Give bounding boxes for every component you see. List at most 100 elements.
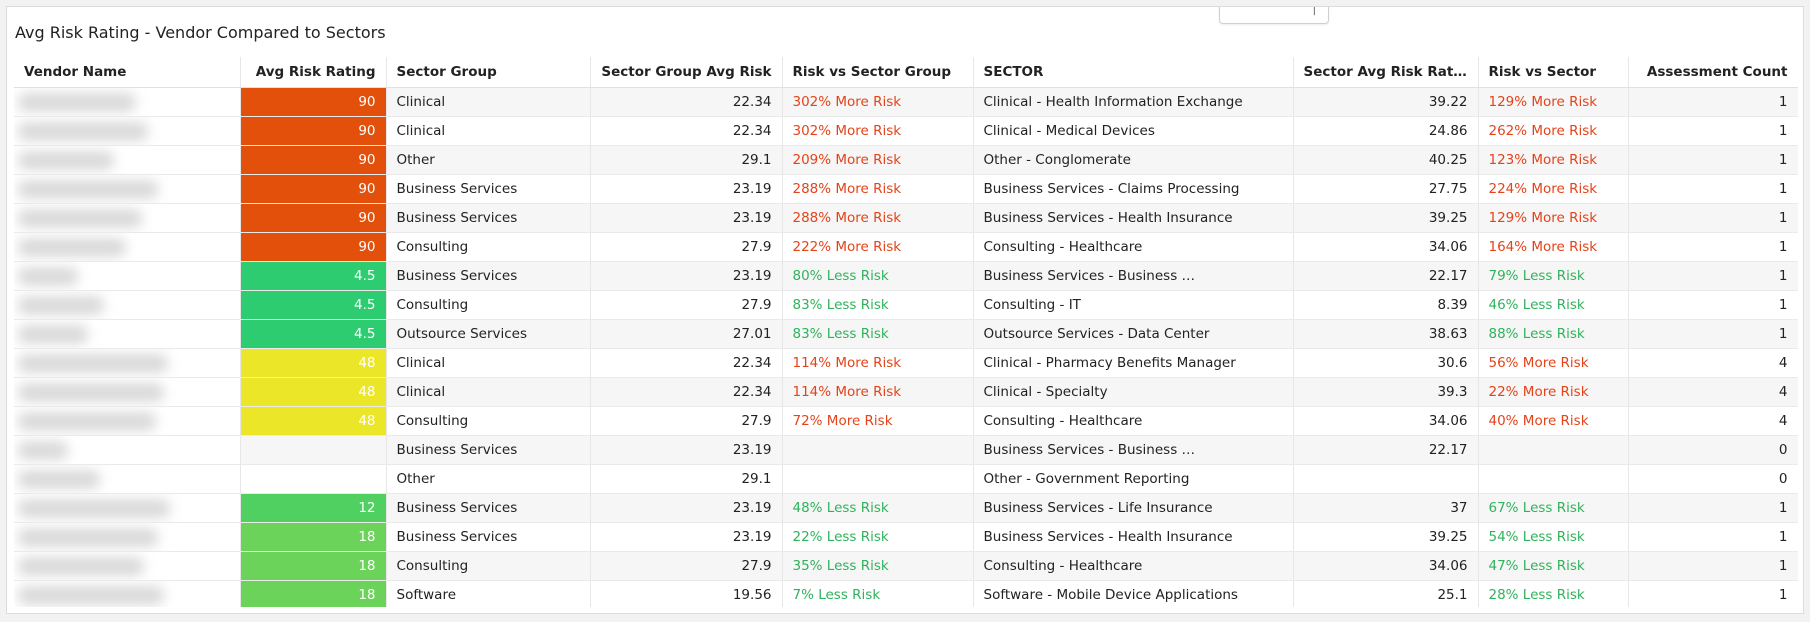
redacted-vendor-blur — [18, 295, 104, 315]
table-row[interactable]: 90 Consulting 27.9 222% More Risk Consulting… — [14, 232, 1798, 262]
sector-avg-rating-cell: 8.39 — [1293, 290, 1479, 320]
vendor-name-cell — [14, 377, 241, 407]
sector-cell: Clinical - Health Information Exchange — [973, 87, 1294, 117]
assessment-count-cell: 1 — [1628, 551, 1798, 581]
redacted-vendor-blur — [18, 179, 158, 199]
assessment-count-cell: 1 — [1628, 580, 1798, 607]
risk-vs-sector-cell: 262% More Risk — [1478, 116, 1629, 146]
table-row[interactable]: 18 Consulting 27.9 35% Less Risk Consulting … — [14, 551, 1798, 581]
avg-risk-rating-cell: 48 — [240, 377, 387, 407]
sector-avg-rating-cell: 39.3 — [1293, 377, 1479, 407]
redacted-vendor-blur — [18, 121, 148, 141]
table-row[interactable]: 18 Business Services 23.19 22% Less Risk Bus… — [14, 522, 1798, 552]
panel-handle-tab[interactable]: | — [1219, 7, 1329, 24]
vendor-name-cell — [14, 348, 241, 378]
sector-group-avg-cell: 27.9 — [590, 406, 783, 436]
sector-group-cell: Other — [386, 464, 591, 494]
sector-avg-rating-cell: 37 — [1293, 493, 1479, 523]
table-row[interactable]: Other 29.1 Other - Government Reporting 0 — [14, 464, 1798, 494]
table-row[interactable]: 90 Business Services 23.19 288% More Risk Bu… — [14, 174, 1798, 204]
risk-vs-sector-group-cell: 302% More Risk — [782, 87, 974, 117]
sector-group-cell: Clinical — [386, 348, 591, 378]
sector-cell: Software - Mobile Device Applications — [973, 580, 1294, 607]
redacted-vendor-blur — [18, 92, 136, 112]
vendor-name-cell — [14, 116, 241, 146]
table-row[interactable]: 4.5 Consulting 27.9 83% Less Risk Consulting… — [14, 290, 1798, 320]
sector-group-cell: Clinical — [386, 377, 591, 407]
sector-avg-rating-cell: 39.25 — [1293, 522, 1479, 552]
redacted-vendor-blur — [18, 208, 142, 228]
assessment-count-cell: 4 — [1628, 406, 1798, 436]
col-header-sector-group-avg-risk[interactable]: Sector Group Avg Risk — [590, 57, 783, 88]
risk-vs-sector-cell: 56% More Risk — [1478, 348, 1629, 378]
table-row[interactable]: 12 Business Services 23.19 48% Less Risk Bus… — [14, 493, 1798, 523]
table-row[interactable]: 4.5 Business Services 23.19 80% Less Risk Bu… — [14, 261, 1798, 291]
sector-group-cell: Business Services — [386, 493, 591, 523]
table-row[interactable]: 48 Clinical 22.34 114% More Risk Clinical - … — [14, 377, 1798, 407]
table-row[interactable]: Business Services 23.19 Business Services … — [14, 435, 1798, 465]
col-header-sector-group[interactable]: Sector Group — [386, 57, 591, 88]
assessment-count-cell: 4 — [1628, 348, 1798, 378]
sector-avg-rating-cell: 25.1 — [1293, 580, 1479, 607]
assessment-count-cell: 1 — [1628, 116, 1798, 146]
risk-vs-sector-cell — [1478, 435, 1629, 465]
risk-vs-sector-cell: 54% Less Risk — [1478, 522, 1629, 552]
redacted-vendor-blur — [18, 237, 126, 257]
table-container[interactable]: Vendor Name Avg Risk Rating Sector Group… — [14, 57, 1798, 607]
col-header-vendor-name[interactable]: Vendor Name — [14, 57, 241, 88]
sector-group-avg-cell: 22.34 — [590, 348, 783, 378]
risk-vs-sector-group-cell: 114% More Risk — [782, 377, 974, 407]
risk-vs-sector-group-cell: 72% More Risk — [782, 406, 974, 436]
sector-avg-rating-cell: 22.17 — [1293, 261, 1479, 291]
table-row[interactable]: 48 Clinical 22.34 114% More Risk Clinical - … — [14, 348, 1798, 378]
col-header-risk-vs-sector[interactable]: Risk vs Sector — [1478, 57, 1629, 88]
sector-group-avg-cell: 23.19 — [590, 522, 783, 552]
col-header-risk-vs-sector-group[interactable]: Risk vs Sector Group — [782, 57, 974, 88]
risk-vs-sector-group-cell: 288% More Risk — [782, 174, 974, 204]
sector-cell: Business Services - Health Insurance — [973, 522, 1294, 552]
header-row: Vendor Name Avg Risk Rating Sector Group… — [14, 57, 1798, 88]
sector-avg-rating-cell: 38.63 — [1293, 319, 1479, 349]
sector-group-avg-cell: 23.19 — [590, 203, 783, 233]
sector-avg-rating-cell: 40.25 — [1293, 145, 1479, 175]
sector-group-avg-cell: 27.9 — [590, 551, 783, 581]
sector-avg-rating-cell: 39.25 — [1293, 203, 1479, 233]
sector-avg-rating-cell: 30.6 — [1293, 348, 1479, 378]
table-row[interactable]: 4.5 Outsource Services 27.01 83% Less Risk O… — [14, 319, 1798, 349]
avg-risk-rating-cell: 90 — [240, 87, 387, 117]
avg-risk-rating-cell: 18 — [240, 522, 387, 552]
vendor-name-cell — [14, 493, 241, 523]
table-row[interactable]: 90 Business Services 23.19 288% More Risk Bu… — [14, 203, 1798, 233]
assessment-count-cell: 1 — [1628, 203, 1798, 233]
sector-cell: Consulting - IT — [973, 290, 1294, 320]
redacted-vendor-blur — [18, 440, 68, 460]
col-header-sector-avg-risk-rating[interactable]: Sector Avg Risk Rating — [1293, 57, 1479, 88]
risk-vs-sector-group-cell: 83% Less Risk — [782, 290, 974, 320]
risk-vs-sector-group-cell: 7% Less Risk — [782, 580, 974, 607]
redacted-vendor-blur — [18, 527, 158, 547]
sector-cell: Business Services - Business … — [973, 261, 1294, 291]
risk-vs-sector-cell: 164% More Risk — [1478, 232, 1629, 262]
assessment-count-cell: 0 — [1628, 435, 1798, 465]
sector-group-avg-cell: 27.01 — [590, 319, 783, 349]
sector-group-cell: Business Services — [386, 435, 591, 465]
sector-cell: Consulting - Healthcare — [973, 232, 1294, 262]
col-header-avg-risk-rating[interactable]: Avg Risk Rating — [240, 57, 387, 88]
redacted-vendor-blur — [18, 411, 156, 431]
table-row[interactable]: 48 Consulting 27.9 72% More Risk Consulting … — [14, 406, 1798, 436]
table-row[interactable]: 90 Clinical 22.34 302% More Risk Clinical - … — [14, 116, 1798, 146]
sector-cell: Consulting - Healthcare — [973, 406, 1294, 436]
sector-cell: Other - Government Reporting — [973, 464, 1294, 494]
vendor-name-cell — [14, 290, 241, 320]
risk-vs-sector-group-cell: 114% More Risk — [782, 348, 974, 378]
table-row[interactable]: 90 Clinical 22.34 302% More Risk Clinical - … — [14, 87, 1798, 117]
table-row[interactable]: 18 Software 19.56 7% Less Risk Software - Mo… — [14, 580, 1798, 607]
col-header-sector[interactable]: SECTOR — [973, 57, 1294, 88]
risk-vs-sector-group-cell: 209% More Risk — [782, 145, 974, 175]
col-header-assessment-count[interactable]: Assessment Count — [1628, 57, 1798, 88]
assessment-count-cell: 1 — [1628, 174, 1798, 204]
sector-group-cell: Other — [386, 145, 591, 175]
risk-vs-sector-cell: 28% Less Risk — [1478, 580, 1629, 607]
risk-vs-sector-cell: 129% More Risk — [1478, 87, 1629, 117]
table-row[interactable]: 90 Other 29.1 209% More Risk Other - Conglom… — [14, 145, 1798, 175]
